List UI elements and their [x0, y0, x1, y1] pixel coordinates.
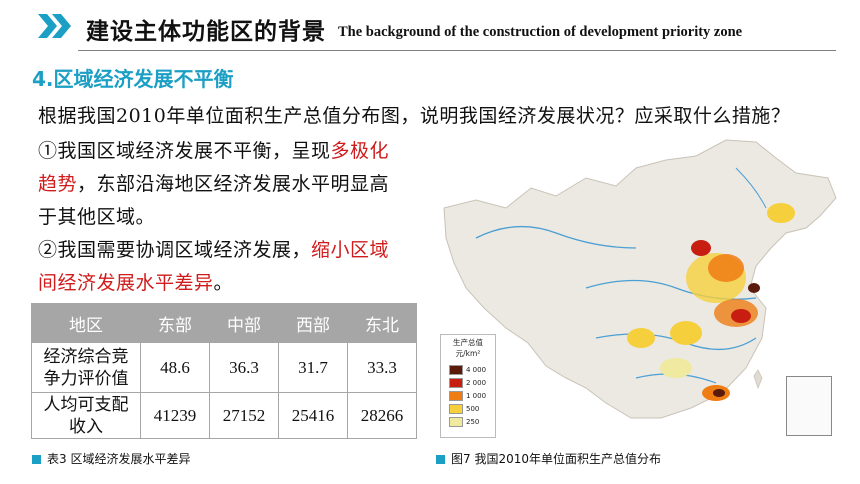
- south-china-sea-inset: [786, 376, 832, 436]
- table-cell: 27152: [209, 392, 279, 439]
- row-label-line: 争力评价值: [43, 368, 129, 388]
- table-row: 经济综合竞 争力评价值 48.6 36.3 31.7 33.3: [31, 342, 417, 393]
- table-caption: 表3 区域经济发展水平差异: [32, 450, 190, 467]
- legend-swatch: [449, 417, 463, 427]
- table-header-cell: 东北: [347, 303, 417, 343]
- answer-1-highlight-a: 多极化: [330, 140, 390, 162]
- row-label-line: 人均可支配: [43, 394, 129, 414]
- legend-item: 2 000: [449, 378, 487, 388]
- table-cell: 48.6: [140, 342, 210, 393]
- answer-2-highlight-a: 缩小区域: [311, 239, 390, 261]
- table-header-cell: 东部: [140, 303, 210, 343]
- answer-1-text-b: ，东部沿海地区经济发展水平明显高: [77, 173, 390, 195]
- gdp-density-map: [443, 139, 837, 419]
- legend-item: 4 000: [449, 365, 487, 375]
- question-text: 根据我国2010年单位面积生产总值分布图，说明我国经济发展状况？应采取什么措施？: [38, 105, 791, 127]
- legend-label: 250: [466, 418, 480, 426]
- map-legend: 生产总值 元/km² 4 000 2 000 1 000 500 250: [440, 334, 496, 438]
- header-divider: [78, 50, 836, 51]
- table-row: 人均可支配 收入 41239 27152 25416 28266: [31, 392, 417, 439]
- answer-2-highlight-b: 间经济发展水平差异: [38, 272, 214, 294]
- table-caption-text: 表3 区域经济发展水平差异: [47, 452, 191, 466]
- table-cell: 25416: [278, 392, 348, 439]
- gdp-hotspots: [627, 203, 795, 401]
- economy-table: 地区 东部 中部 西部 东北 经济综合竞 争力评价值 48.6 36.3 31.7…: [31, 303, 417, 439]
- answer-2-text-b: 。: [213, 272, 234, 294]
- section-title: 4.区域经济发展不平衡: [32, 67, 234, 91]
- table-row-label: 人均可支配 收入: [31, 392, 141, 439]
- answer-2: ②我国需要协调区域经济发展，缩小区域 间经济发展水平差异。: [38, 234, 438, 300]
- legend-label: 1 000: [466, 392, 487, 400]
- legend-item: 500: [449, 404, 480, 414]
- answer-1-text-c: 于其他区域。: [38, 206, 156, 228]
- table-cell: 31.7: [278, 342, 348, 393]
- map-caption: 图7 我国2010年单位面积生产总值分布: [436, 450, 661, 467]
- table-header-cell: 中部: [209, 303, 279, 343]
- legend-swatch: [449, 365, 463, 375]
- answer-1-text-a: ①我国区域经济发展不平衡，呈现: [38, 140, 331, 162]
- row-label-line: 收入: [69, 416, 103, 436]
- legend-label: 500: [466, 405, 480, 413]
- table-cell: 41239: [140, 392, 210, 439]
- table-cell: 36.3: [209, 342, 279, 393]
- table-header-cell: 地区: [31, 303, 141, 343]
- table-header-cell: 西部: [278, 303, 348, 343]
- legend-label: 4 000: [466, 366, 487, 374]
- china-landmass: [443, 139, 837, 419]
- legend-title: 生产总值: [453, 338, 483, 347]
- caption-square-icon: [436, 455, 445, 464]
- legend-item: 1 000: [449, 391, 487, 401]
- answer-1: ①我国区域经济发展不平衡，呈现多极化 趋势，东部沿海地区经济发展水平明显高 于其…: [38, 135, 438, 234]
- table-header-row: 地区 东部 中部 西部 东北: [31, 303, 417, 343]
- legend-swatch: [449, 378, 463, 388]
- map-caption-text: 图7 我国2010年单位面积生产总值分布: [451, 452, 661, 466]
- row-label-line: 经济综合竞: [43, 346, 129, 366]
- page-title-english: The background of the construction of de…: [338, 24, 743, 40]
- answer-1-highlight-b: 趋势: [38, 173, 78, 195]
- table-row-label: 经济综合竞 争力评价值: [31, 342, 141, 393]
- double-chevron-icon: [38, 14, 71, 38]
- legend-swatch: [449, 404, 463, 414]
- legend-unit: 元/km²: [455, 349, 481, 358]
- table-cell: 28266: [347, 392, 417, 439]
- header-bar: 建设主体功能区的背景 The background of the constru…: [0, 0, 860, 50]
- answer-2-text-a: ②我国需要协调区域经济发展，: [38, 239, 312, 261]
- caption-square-icon: [32, 455, 41, 464]
- page-title: 建设主体功能区的背景: [86, 19, 326, 45]
- legend-swatch: [449, 391, 463, 401]
- legend-item: 250: [449, 417, 480, 427]
- table-cell: 33.3: [347, 342, 417, 393]
- legend-label: 2 000: [466, 379, 487, 387]
